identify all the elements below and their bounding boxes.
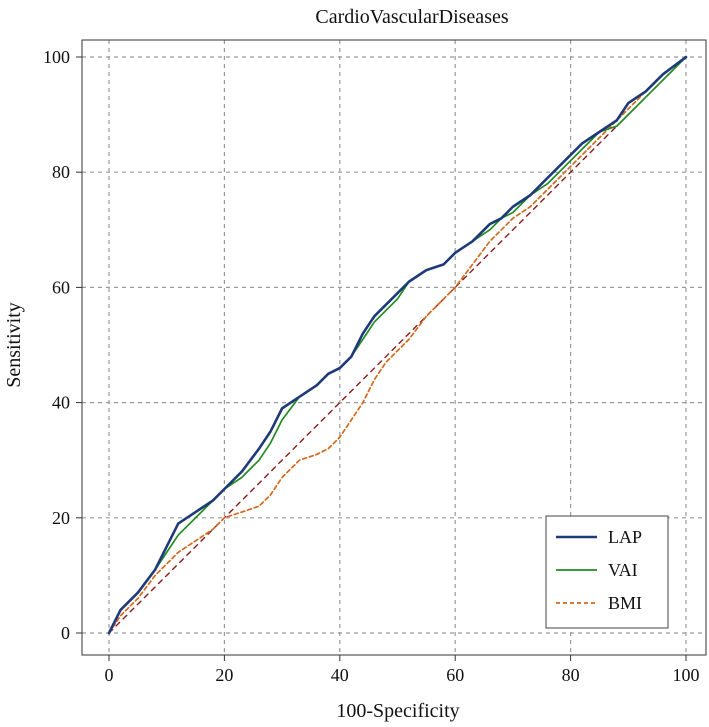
legend: LAP VAI BMI xyxy=(545,515,669,629)
x-tick-label: 60 xyxy=(446,665,464,685)
series-line-lap xyxy=(107,55,688,635)
x-tick-label: 80 xyxy=(562,665,580,685)
reference-diagonal xyxy=(108,56,687,634)
y-tick-label: 100 xyxy=(43,47,70,67)
y-tick-label: 0 xyxy=(61,623,70,643)
plot-frame xyxy=(81,39,707,656)
y-tick-label: 40 xyxy=(52,393,70,413)
axis-layer: 0 0 20 20 40 40 60 60 80 80 100 100 xyxy=(43,39,707,685)
chart-title: CardioVascularDiseases xyxy=(315,6,508,28)
y-tick-label: 20 xyxy=(52,508,70,528)
grid-layer xyxy=(82,40,706,655)
x-tick-label: 40 xyxy=(331,665,349,685)
y-tick-label: 60 xyxy=(52,277,70,297)
series-line-vai xyxy=(108,56,687,634)
legend-label-vai: VAI xyxy=(608,560,638,580)
legend-box xyxy=(545,515,669,629)
x-tick-label: 20 xyxy=(215,665,233,685)
legend-label-bmi: BMI xyxy=(608,593,642,613)
series-layer xyxy=(107,55,688,635)
legend-label-lap: LAP xyxy=(608,527,642,547)
y-tick-label: 80 xyxy=(52,162,70,182)
series-line-bmi xyxy=(108,56,687,634)
x-axis-title: 100-Specificity xyxy=(336,700,459,722)
x-tick-label: 0 xyxy=(105,665,114,685)
x-tick-label: 100 xyxy=(673,665,700,685)
y-axis-title: Sensitivity xyxy=(3,302,25,388)
